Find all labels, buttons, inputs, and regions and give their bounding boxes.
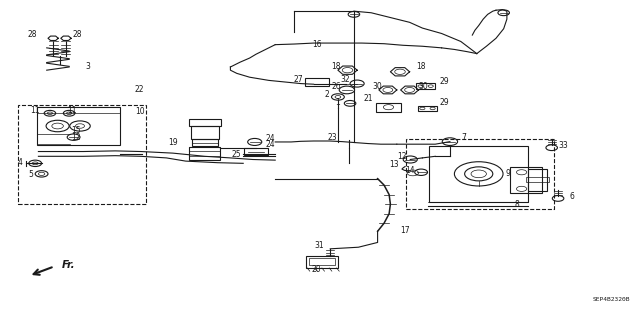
Bar: [189, 147, 220, 160]
Text: 28: 28: [28, 30, 36, 39]
Text: 29: 29: [440, 98, 450, 107]
Bar: [244, 148, 268, 155]
Text: 20: 20: [312, 265, 322, 274]
Bar: [189, 119, 221, 126]
Text: 1: 1: [335, 98, 340, 107]
Text: 12: 12: [71, 133, 80, 142]
Text: 11: 11: [31, 106, 40, 115]
Text: 23: 23: [328, 133, 338, 142]
Polygon shape: [61, 36, 71, 41]
Text: 22: 22: [135, 85, 144, 94]
Text: 18: 18: [417, 63, 426, 71]
Text: 13: 13: [388, 160, 399, 169]
Text: 30: 30: [419, 82, 429, 91]
Text: 10: 10: [134, 107, 145, 116]
Bar: [191, 126, 219, 139]
Text: 9: 9: [505, 169, 510, 178]
Text: 3: 3: [85, 63, 90, 71]
Text: 31: 31: [314, 241, 324, 250]
Polygon shape: [48, 36, 58, 41]
Text: 24: 24: [265, 140, 275, 149]
Text: 29: 29: [440, 77, 450, 86]
Text: 2: 2: [324, 90, 329, 99]
Bar: [192, 139, 218, 146]
Text: 7: 7: [461, 133, 467, 142]
Text: Fr.: Fr.: [62, 260, 76, 271]
Bar: [306, 256, 338, 268]
Bar: [376, 103, 401, 112]
Text: 18: 18: [332, 62, 340, 70]
Text: 21: 21: [364, 94, 372, 103]
Bar: [406, 139, 554, 209]
Bar: [429, 146, 528, 202]
Text: 25: 25: [232, 150, 242, 159]
Text: 27: 27: [293, 75, 303, 84]
Text: 24: 24: [265, 134, 275, 143]
Text: 17: 17: [400, 226, 410, 235]
Text: 32: 32: [340, 75, 351, 84]
Bar: [18, 105, 146, 204]
Text: 15: 15: [70, 126, 81, 135]
Text: 26: 26: [332, 82, 342, 91]
Bar: [526, 177, 549, 182]
Text: 5: 5: [28, 170, 33, 179]
Bar: [510, 167, 542, 193]
Text: 30: 30: [372, 82, 383, 91]
Bar: [37, 107, 120, 145]
Text: SEP4B2320B: SEP4B2320B: [593, 297, 630, 302]
Text: 19: 19: [168, 138, 178, 147]
Bar: [309, 258, 335, 265]
Bar: [418, 106, 437, 111]
Text: 12: 12: [397, 152, 406, 161]
Text: 6: 6: [569, 192, 574, 201]
Text: 28: 28: [72, 30, 81, 39]
Text: 4: 4: [18, 158, 23, 167]
Bar: [305, 78, 329, 86]
Text: 11: 11: [68, 106, 77, 115]
Text: 33: 33: [558, 141, 568, 150]
Text: 8: 8: [515, 200, 520, 209]
Text: 16: 16: [312, 40, 322, 48]
Text: 14: 14: [404, 166, 415, 175]
Bar: [416, 83, 435, 89]
Bar: [528, 169, 547, 191]
